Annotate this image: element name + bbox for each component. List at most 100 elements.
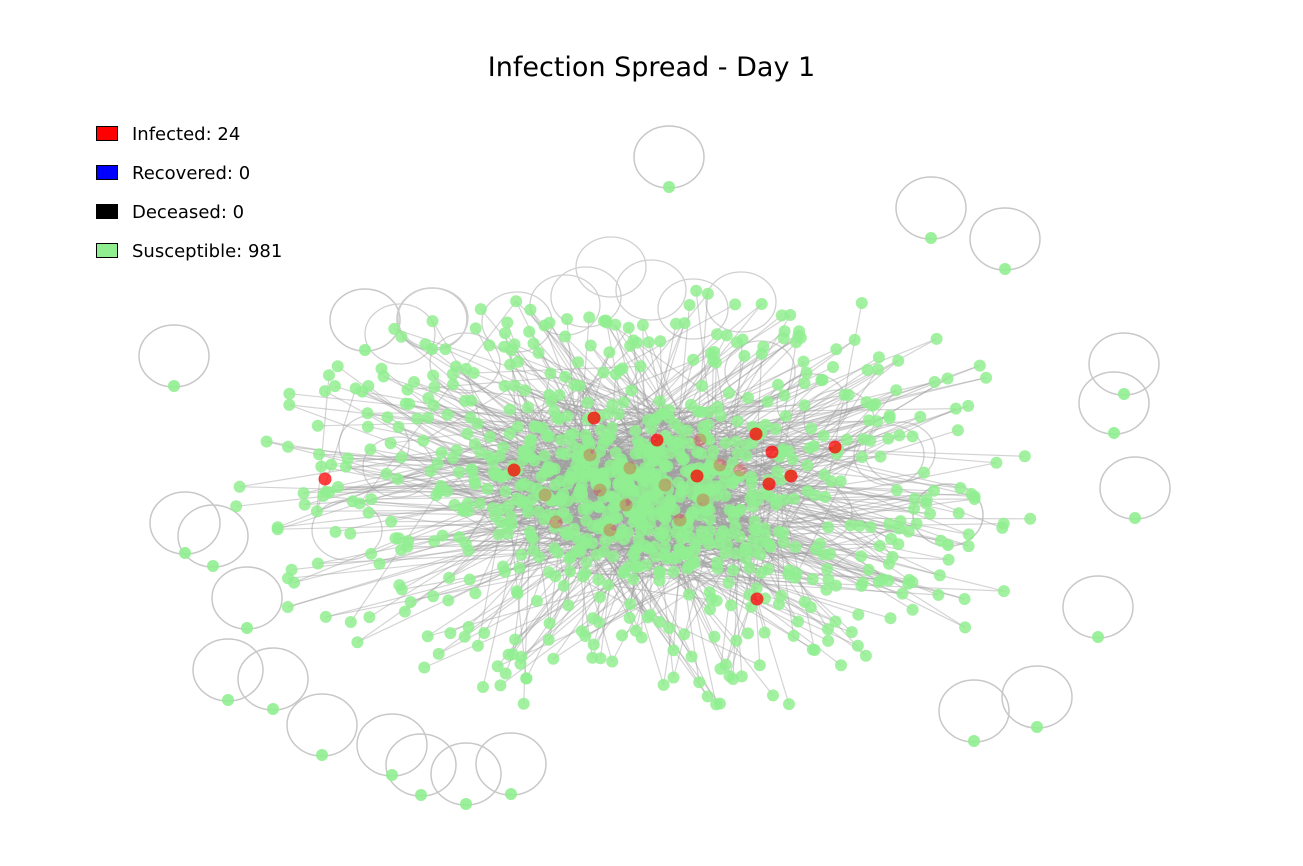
node-susceptible — [856, 451, 868, 464]
node-susceptible — [567, 427, 580, 440]
node-susceptible — [910, 517, 923, 530]
node-susceptible — [643, 462, 655, 475]
edge — [440, 452, 500, 535]
node-susceptible — [696, 379, 708, 392]
node-susceptible — [691, 491, 704, 504]
node-infected — [318, 472, 332, 486]
node-susceptible — [758, 626, 771, 639]
node-susceptible — [859, 649, 872, 662]
edge — [778, 531, 795, 636]
node-susceptible — [179, 547, 191, 559]
node-susceptible — [404, 596, 417, 608]
node-susceptible — [789, 541, 802, 554]
node-susceptible — [361, 407, 374, 420]
node-susceptible — [759, 418, 772, 431]
node-susceptible — [544, 367, 557, 380]
self-loop — [853, 424, 925, 486]
node-susceptible — [730, 336, 743, 349]
node-susceptible — [603, 346, 616, 359]
node-susceptible — [524, 303, 537, 316]
node-susceptible — [726, 477, 739, 490]
edge — [473, 365, 641, 374]
node-susceptible — [639, 473, 652, 486]
edge — [579, 540, 852, 633]
edge — [674, 509, 1005, 592]
node-susceptible — [450, 360, 462, 373]
node-susceptible — [677, 452, 690, 465]
node-susceptible — [777, 536, 790, 549]
node-susceptible — [452, 466, 465, 479]
edge — [642, 472, 925, 515]
node-susceptible — [398, 605, 411, 618]
node-susceptible — [477, 681, 489, 693]
node-susceptible — [463, 573, 476, 586]
edge — [694, 549, 769, 570]
self-loop — [286, 693, 358, 757]
node-susceptible — [855, 579, 868, 592]
node-susceptible — [645, 505, 658, 518]
node-susceptible — [755, 298, 768, 310]
node-susceptible — [460, 798, 472, 810]
node-susceptible — [914, 410, 927, 423]
node-susceptible — [1031, 721, 1043, 733]
node-susceptible — [990, 456, 1003, 469]
node-susceptible — [344, 616, 357, 628]
node-susceptible — [844, 519, 857, 532]
edge — [696, 477, 913, 611]
node-susceptible — [363, 611, 376, 624]
node-susceptible — [421, 630, 434, 643]
edge — [452, 457, 518, 471]
node-susceptible — [597, 366, 610, 379]
node-susceptible — [996, 521, 1009, 534]
node-susceptible — [546, 494, 559, 507]
node-susceptible — [621, 461, 634, 474]
node-susceptible — [267, 703, 279, 715]
node-susceptible — [432, 647, 445, 660]
node-susceptible — [747, 533, 760, 546]
node-susceptible — [653, 395, 666, 408]
node-susceptible — [548, 542, 561, 555]
node-susceptible — [798, 399, 811, 412]
edge — [452, 303, 736, 459]
edge — [639, 303, 763, 454]
node-susceptible — [726, 456, 739, 469]
node-susceptible — [577, 570, 589, 583]
edge — [520, 368, 879, 556]
node-susceptible — [519, 444, 532, 457]
node-susceptible — [827, 361, 839, 373]
self-loop — [364, 303, 436, 365]
edge — [524, 456, 555, 549]
node-susceptible — [362, 506, 375, 519]
node-susceptible — [906, 576, 919, 589]
node-susceptible — [710, 698, 723, 711]
edge — [579, 385, 969, 535]
node-susceptible — [531, 421, 544, 433]
node-susceptible — [708, 346, 721, 358]
edge — [519, 551, 604, 569]
node-susceptible — [968, 493, 981, 505]
edge — [500, 557, 673, 686]
node-susceptible — [930, 332, 943, 345]
node-susceptible — [872, 351, 885, 364]
node-susceptible — [497, 560, 509, 573]
node-susceptible — [608, 512, 621, 525]
node-susceptible — [522, 401, 535, 414]
self-loop — [429, 332, 501, 394]
node-susceptible — [654, 529, 667, 542]
edge — [277, 457, 454, 528]
node-susceptible — [436, 529, 449, 542]
node-susceptible — [729, 521, 742, 533]
node-susceptible — [663, 403, 675, 416]
node-susceptible — [701, 287, 714, 300]
node-susceptible — [656, 510, 669, 523]
legend-label-recovered: Recovered: 0 — [132, 163, 251, 184]
node-susceptible — [884, 612, 897, 625]
node-susceptible — [519, 384, 531, 397]
node-susceptible — [679, 465, 692, 478]
node-susceptible — [691, 446, 704, 459]
edge — [362, 391, 680, 451]
node-susceptible — [655, 501, 668, 514]
node-susceptible — [681, 546, 694, 559]
node-infected — [749, 427, 763, 441]
node-susceptible — [738, 349, 751, 362]
